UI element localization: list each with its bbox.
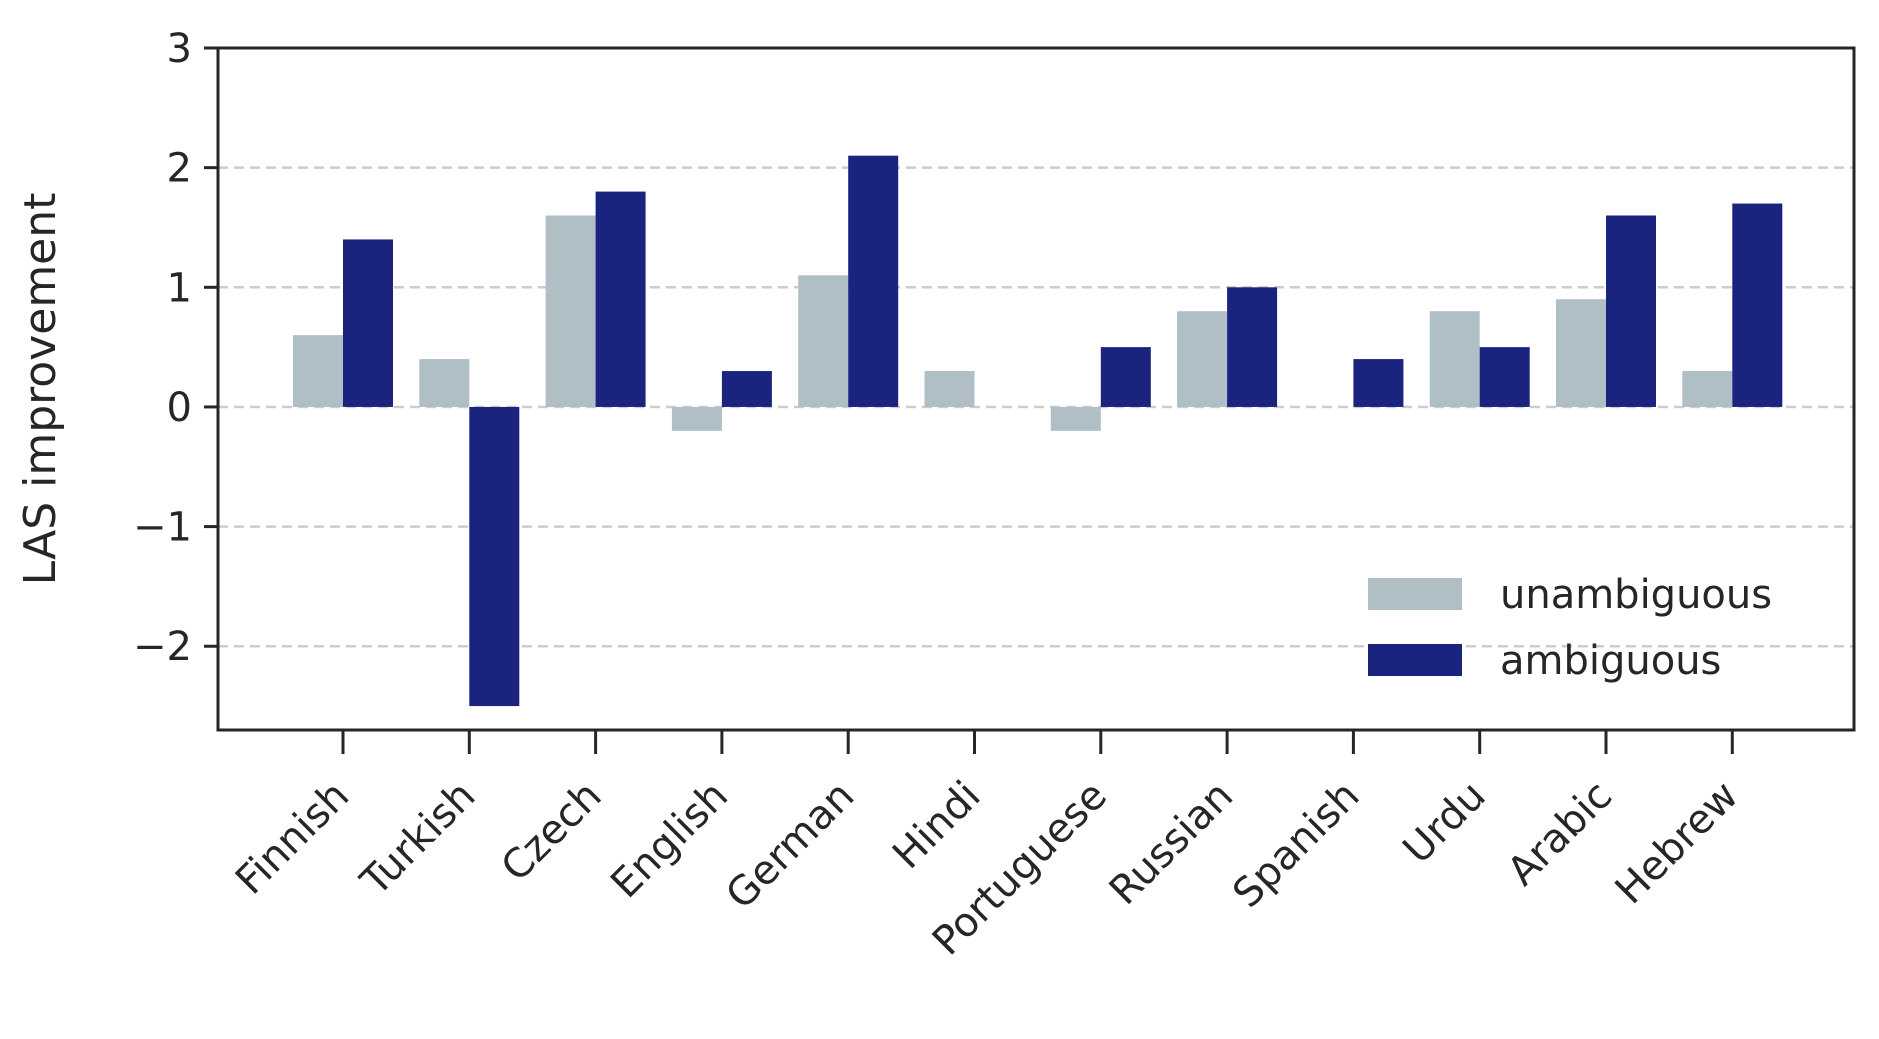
x-tick-label: Hebrew bbox=[1607, 773, 1748, 914]
y-tick-label: 2 bbox=[167, 146, 192, 192]
bar-unambiguous-czech bbox=[545, 215, 596, 407]
bar-ambiguous-portuguese bbox=[1100, 347, 1151, 407]
legend-swatch-unambiguous bbox=[1368, 578, 1462, 610]
x-tick-label: Hindi bbox=[884, 773, 989, 878]
x-tick-label: Arabic bbox=[1499, 773, 1621, 895]
y-axis-title: LAS improvement bbox=[15, 193, 66, 586]
bar-ambiguous-russian bbox=[1227, 287, 1278, 407]
bar-ambiguous-urdu bbox=[1479, 347, 1530, 407]
bar-unambiguous-urdu bbox=[1429, 311, 1480, 407]
bar-unambiguous-turkish bbox=[419, 359, 470, 407]
x-tick-label: Urdu bbox=[1395, 773, 1495, 873]
bar-ambiguous-turkish bbox=[469, 406, 520, 707]
x-tick-label: Czech bbox=[493, 773, 611, 891]
y-tick-label: −2 bbox=[133, 624, 192, 670]
y-tick-label: 3 bbox=[167, 26, 192, 72]
bar-unambiguous-hebrew bbox=[1682, 371, 1733, 407]
bar-ambiguous-english bbox=[721, 371, 772, 407]
bar-ambiguous-arabic bbox=[1606, 215, 1656, 407]
y-tick-label: 1 bbox=[167, 265, 192, 311]
bar-unambiguous-english bbox=[671, 406, 722, 431]
bar-unambiguous-russian bbox=[1177, 311, 1228, 407]
x-tick-label: English bbox=[602, 773, 737, 908]
bar-ambiguous-czech bbox=[595, 191, 646, 407]
x-tick-label: Russian bbox=[1101, 773, 1242, 914]
x-tick-label: Finnish bbox=[227, 773, 358, 904]
y-axis: −2 −1 0 1 2 3 bbox=[133, 26, 218, 670]
legend-swatch-ambiguous bbox=[1368, 644, 1462, 676]
y-tick-label: 0 bbox=[167, 385, 192, 431]
bar-unambiguous-hindi bbox=[924, 371, 975, 407]
y-tick-label: −1 bbox=[133, 505, 192, 551]
bar-unambiguous-finnish bbox=[293, 335, 343, 407]
x-tick-label: Turkish bbox=[352, 773, 485, 906]
bar-unambiguous-german bbox=[798, 275, 849, 407]
legend: unambiguous ambiguous bbox=[1368, 572, 1772, 684]
bar-ambiguous-finnish bbox=[343, 239, 393, 407]
plot-frame bbox=[216, 46, 1856, 732]
x-tick-label: German bbox=[717, 773, 863, 919]
bar-unambiguous-portuguese bbox=[1050, 406, 1101, 431]
bar-ambiguous-german bbox=[848, 155, 899, 407]
bar-ambiguous-hebrew bbox=[1732, 203, 1783, 407]
bar-unambiguous-arabic bbox=[1556, 299, 1606, 407]
legend-label-unambiguous: unambiguous bbox=[1500, 572, 1772, 618]
bar-ambiguous-spanish bbox=[1353, 359, 1404, 407]
legend-label-ambiguous: ambiguous bbox=[1500, 638, 1721, 684]
bars bbox=[293, 155, 1783, 707]
x-tick-label: Spanish bbox=[1224, 773, 1368, 917]
